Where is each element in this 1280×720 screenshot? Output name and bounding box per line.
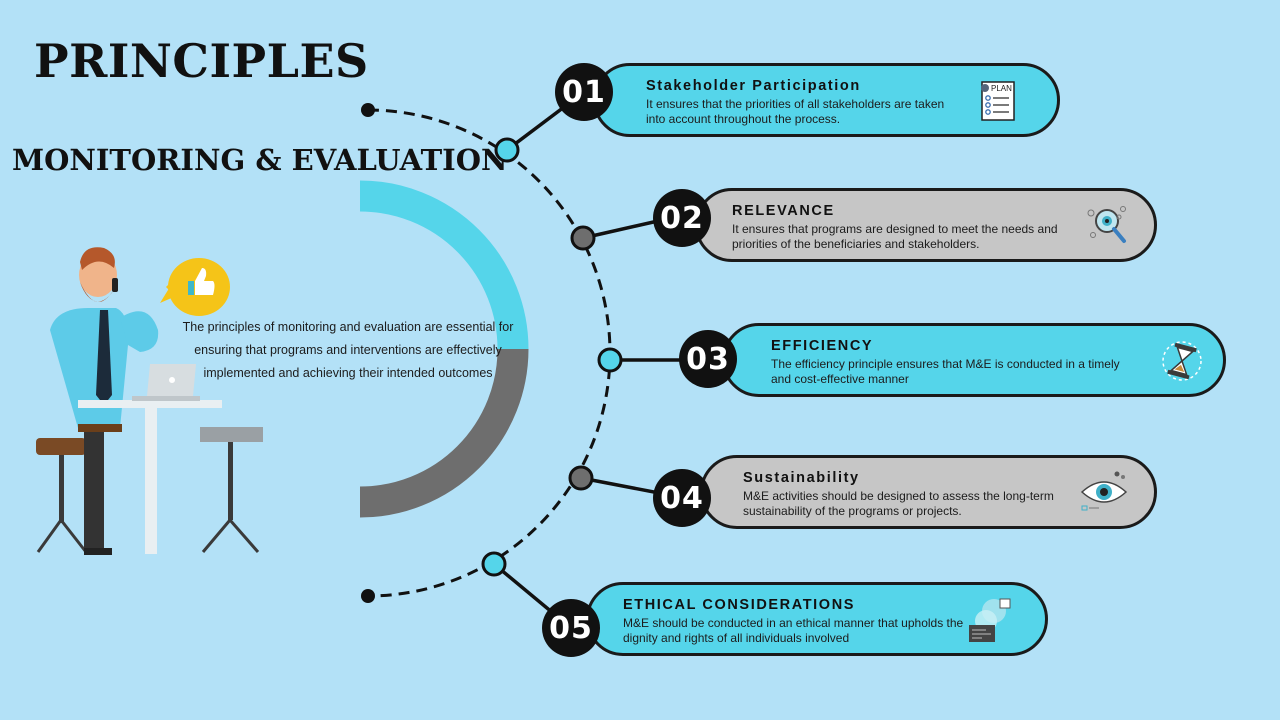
principle-title-2: RELEVANCE bbox=[732, 203, 835, 219]
arc-end-bottom bbox=[361, 589, 375, 603]
magnifier-icon bbox=[1087, 206, 1126, 243]
principle-number-4: 04 bbox=[653, 469, 711, 527]
principle-number-1: 01 bbox=[555, 63, 613, 121]
hourglass-icon bbox=[1162, 341, 1202, 381]
arc-node-3 bbox=[597, 347, 623, 373]
principle-text-3: The efficiency principle ensures that M&… bbox=[771, 357, 1120, 386]
arc-node-4 bbox=[568, 465, 594, 491]
inner-ring-grey bbox=[359, 348, 529, 518]
arc-node-2 bbox=[570, 225, 596, 251]
principle-card-3: EFFICIENCY The efficiency principle ensu… bbox=[722, 323, 1226, 397]
principle-text-1: It ensures that the priorities of all st… bbox=[646, 97, 945, 126]
arc-end-top bbox=[361, 103, 375, 117]
principle-text-5: M&E should be conducted in an ethical ma… bbox=[623, 616, 964, 645]
principle-text-4: M&E activities should be designed to ass… bbox=[743, 489, 1054, 518]
principle-title-4: Sustainability bbox=[743, 470, 860, 486]
principle-title-1: Stakeholder Participation bbox=[646, 78, 861, 94]
arc-node-1 bbox=[494, 137, 520, 163]
inner-ring-cyan bbox=[359, 180, 529, 350]
principle-card-2: RELEVANCE It ensures that programs are d… bbox=[695, 188, 1157, 262]
principle-title-5: ETHICAL CONSIDERATIONS bbox=[623, 597, 856, 613]
page-title: PRINCIPLES bbox=[34, 34, 369, 88]
man-at-desk-illustration bbox=[36, 247, 263, 555]
description-text: The principles of monitoring and evaluat… bbox=[182, 320, 514, 380]
arc-node-5 bbox=[481, 551, 507, 577]
principle-card-5: ETHICAL CONSIDERATIONS M&E should be con… bbox=[586, 582, 1048, 656]
principle-card-4: Sustainability M&E activities should be … bbox=[700, 455, 1157, 529]
page-subtitle: MONITORING & EVALUATION bbox=[12, 143, 508, 177]
principle-card-1: Stakeholder Participation It ensures tha… bbox=[593, 63, 1060, 137]
principle-text-2: It ensures that programs are designed to… bbox=[732, 222, 1058, 251]
principle-number-5: 05 bbox=[542, 599, 600, 657]
principle-title-3: EFFICIENCY bbox=[771, 338, 874, 354]
plan-checklist-icon: PLAN bbox=[981, 81, 1015, 121]
thumbs-up-icon bbox=[160, 258, 230, 316]
eye-icon bbox=[1080, 471, 1128, 511]
principle-number-3: 03 bbox=[679, 330, 737, 388]
data-screens-icon bbox=[969, 598, 1011, 642]
principle-number-2: 02 bbox=[653, 189, 711, 247]
plan-icon-label: PLAN bbox=[991, 84, 1012, 93]
